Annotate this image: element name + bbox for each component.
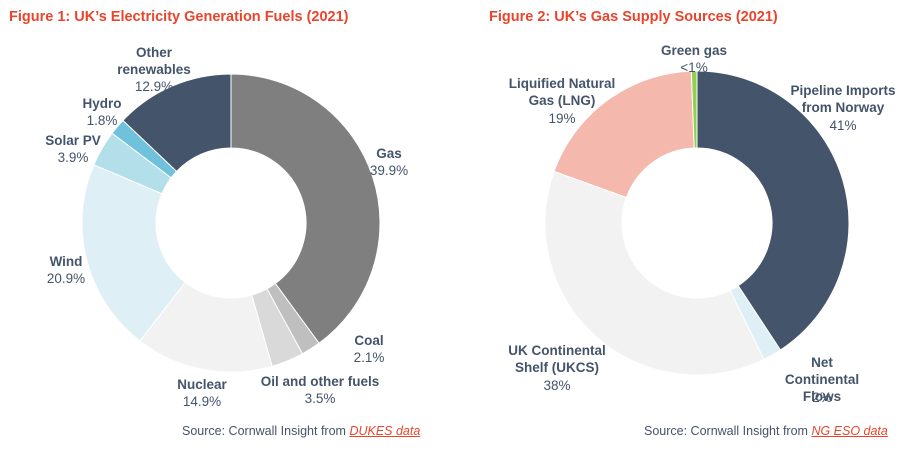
label-line: Liquified Natural <box>509 76 616 91</box>
label-line: Shelf (UKCS) <box>515 360 599 375</box>
label-line: UK Continental <box>508 343 606 358</box>
label-hydro: Hydro <box>82 96 121 111</box>
label-line: Net <box>811 355 833 370</box>
slice-pipeline-imports-from-norway <box>696 70 850 351</box>
label-line: Continental <box>785 372 859 387</box>
label-other-renewables: Other renewables <box>117 45 191 77</box>
value-hydro: 1.8% <box>87 113 118 128</box>
slice-other-renewables <box>122 73 232 173</box>
value-coal: 2.1% <box>354 350 385 365</box>
label-gas: Gas <box>376 146 402 161</box>
value-ukcs: 38% <box>543 378 570 393</box>
value-wind: 20.9% <box>47 271 85 286</box>
value-solar: 3.9% <box>58 150 89 165</box>
gas-donut <box>544 70 850 376</box>
value-gas: 39.9% <box>370 163 408 178</box>
slice-green-gas <box>690 70 698 149</box>
label-line: Other <box>136 45 173 60</box>
label-line: Flows <box>803 389 841 404</box>
value-net-continental: 2% <box>812 390 832 405</box>
label-line: renewables <box>117 62 191 77</box>
ng-eso-data-link[interactable]: NG ESO data <box>811 424 888 438</box>
label-line: Gas (LNG) <box>529 93 596 108</box>
label-net-continental: Net Continental Flows <box>785 355 859 404</box>
label-coal: Coal <box>354 333 383 348</box>
fig1-labels: Gas 39.9% Coal 2.1% Oil and other fuels … <box>45 45 408 409</box>
source-text: Source: Cornwall Insight from <box>182 424 350 438</box>
value-pipeline-norway: 41% <box>829 118 856 133</box>
label-pipeline-norway: Pipeline Imports from Norway <box>790 83 895 115</box>
slice-liquified-natural-gas-lng <box>553 70 695 199</box>
label-solar: Solar PV <box>45 133 101 148</box>
label-nuclear: Nuclear <box>177 377 227 392</box>
slice-gas <box>230 73 381 344</box>
fig2-labels: Pipeline Imports from Norway 41% Net Conti… <box>508 43 895 405</box>
figure-1-source: Source: Cornwall Insight from DUKES data <box>182 424 420 438</box>
label-ukcs: UK Continental Shelf (UKCS) <box>508 343 606 375</box>
value-other-renewables: 12.9% <box>135 79 173 94</box>
electricity-donut <box>81 73 381 373</box>
label-oil: Oil and other fuels <box>261 374 380 389</box>
value-green-gas: <1% <box>680 60 707 75</box>
source-text: Source: Cornwall Insight from <box>644 424 812 438</box>
figure-1-title: Figure 1: UK’s Electricity Generation Fu… <box>9 9 349 25</box>
figure-2-source: Source: Cornwall Insight from NG ESO dat… <box>644 424 888 438</box>
figure-2-title: Figure 2: UK’s Gas Supply Sources (2021) <box>489 9 778 25</box>
label-green-gas: Green gas <box>661 43 727 58</box>
value-oil: 3.5% <box>305 391 336 406</box>
slice-wind <box>81 164 186 342</box>
label-line: from Norway <box>802 100 885 115</box>
dukes-data-link[interactable]: DUKES data <box>349 424 421 438</box>
value-lng: 19% <box>548 111 575 126</box>
label-wind: Wind <box>50 254 83 269</box>
label-lng: Liquified Natural Gas (LNG) <box>509 76 616 108</box>
slice-uk-continental-shelf-ukcs <box>544 170 765 376</box>
value-nuclear: 14.9% <box>183 394 221 409</box>
label-line: Pipeline Imports <box>790 83 895 98</box>
